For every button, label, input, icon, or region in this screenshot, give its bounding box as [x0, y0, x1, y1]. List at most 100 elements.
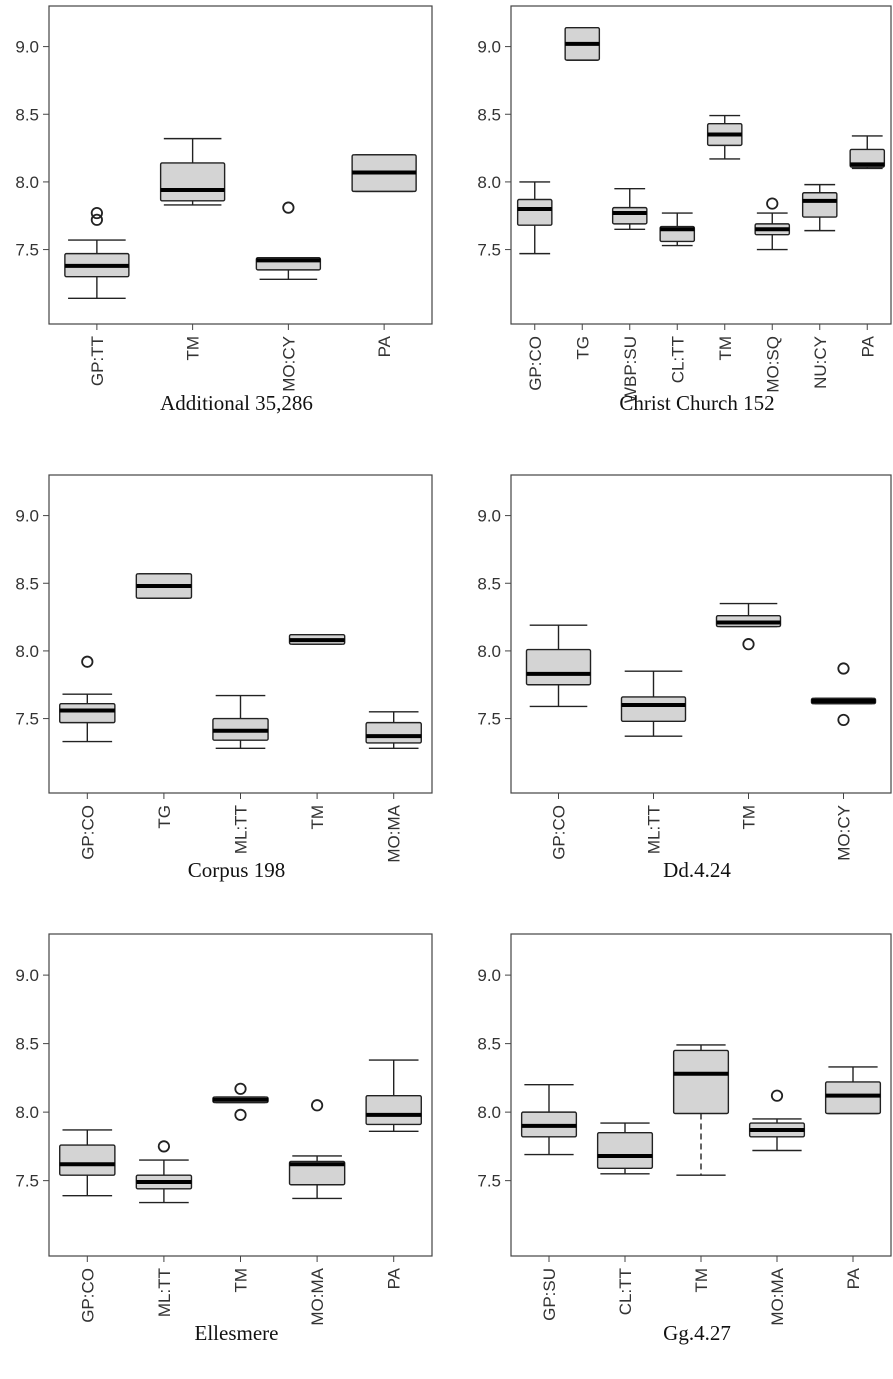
outlier-point [310, 1099, 324, 1112]
y-tick-label: 8.0 [15, 1103, 39, 1122]
y-tick-label: 9.0 [15, 38, 39, 57]
y-tick-label: 7.5 [15, 241, 39, 260]
panel-caption: Corpus 198 [188, 858, 285, 882]
panel-caption: Dd.4.24 [663, 858, 731, 882]
x-tick-label: TM [716, 336, 735, 361]
y-tick-label: 8.5 [15, 574, 39, 593]
box-wbp-su [611, 187, 648, 230]
box-gp-tt [64, 206, 130, 299]
box-iqr [801, 192, 838, 218]
outlier-point [837, 662, 850, 675]
box-iqr [159, 162, 226, 202]
box-pa [824, 1066, 882, 1115]
x-tick-label: GP:TT [88, 336, 107, 386]
y-tick-label: 9.0 [15, 507, 39, 526]
x-tick-label: GP:CO [526, 336, 545, 391]
x-tick-label: PA [375, 335, 394, 357]
box-tm [159, 137, 226, 206]
y-tick-label: 8.0 [477, 642, 501, 661]
box-gp-co [525, 624, 592, 708]
box-iqr [611, 206, 648, 225]
y-tick-label: 8.5 [15, 1035, 39, 1054]
box-iqr [365, 1094, 422, 1126]
box-tm [706, 114, 743, 160]
outlier-point [282, 201, 295, 214]
box-ml-tt [620, 670, 687, 737]
box-gp-co [59, 1129, 116, 1197]
panel-caption: Christ Church 152 [619, 391, 774, 415]
box-iqr [59, 702, 116, 724]
outlier-point [157, 1140, 170, 1153]
y-tick-label: 9.0 [477, 507, 501, 526]
y-tick-label: 7.5 [477, 710, 501, 729]
outlier-point [234, 1108, 247, 1121]
x-tick-label: PA [844, 1267, 863, 1289]
x-tick-label: MO:MA [385, 804, 404, 862]
box-cl-tt [596, 1122, 654, 1175]
box-tm [672, 1044, 730, 1176]
x-tick-label: WBP:SU [621, 336, 640, 403]
box-iqr [516, 198, 553, 226]
x-tick-label: PA [385, 1267, 404, 1289]
box-pa [351, 154, 417, 193]
panel-caption: Additional 35,286 [160, 391, 313, 415]
outlier-point [234, 1082, 247, 1095]
x-tick-label: TM [184, 336, 203, 361]
x-tick-label: TM [232, 1268, 251, 1293]
y-tick-label: 8.5 [477, 1035, 501, 1054]
box-tm [288, 633, 346, 645]
plot-frame [510, 5, 892, 325]
box-mo-sq [754, 197, 791, 251]
plot-frame [48, 5, 433, 325]
y-tick-label: 7.5 [477, 1172, 501, 1191]
box-tg [135, 573, 193, 599]
box-iqr [288, 1160, 346, 1186]
box-gp-co [516, 181, 553, 255]
plot-frame [510, 474, 892, 794]
y-tick-label: 8.0 [15, 642, 39, 661]
y-tick-label: 7.5 [15, 1172, 39, 1191]
box-iqr [59, 1144, 116, 1176]
box-iqr [620, 696, 687, 722]
x-tick-label: MO:SQ [763, 336, 782, 393]
outlier-point [766, 197, 779, 210]
box-iqr [596, 1131, 654, 1170]
outlier-point [90, 213, 103, 226]
y-tick-label: 7.5 [15, 710, 39, 729]
box-iqr [365, 721, 422, 744]
box-mo-cy [255, 201, 322, 281]
x-tick-label: GP:CO [550, 805, 569, 860]
x-tick-label: TM [692, 1268, 711, 1293]
y-tick-label: 8.5 [477, 574, 501, 593]
x-tick-label: CL:TT [616, 1268, 635, 1315]
x-tick-label: TM [740, 805, 759, 830]
chart-panel: 7.5 8.0 8.5 9.0 GP:SU CL:TT TM MO:MA PA Gg.4.27 [477, 933, 892, 1345]
x-tick-label: PA [858, 335, 877, 357]
y-tick-label: 9.0 [477, 966, 501, 985]
x-tick-label: GP:CO [78, 1268, 97, 1323]
box-tg [564, 26, 601, 61]
y-tick-label: 8.0 [477, 1103, 501, 1122]
x-tick-label: MO:CY [279, 336, 298, 392]
chart-panel: 7.5 8.0 8.5 9.0 GP:CO TG WBP:SU CL:TT TM MO:SQ NU:… [477, 5, 892, 415]
box-cl-tt [659, 212, 696, 247]
box-iqr [824, 1081, 882, 1115]
box-tm [212, 1082, 269, 1121]
box-ml-tt [135, 1140, 193, 1204]
box-gp-co [59, 655, 116, 743]
x-tick-label: NU:CY [811, 336, 830, 389]
x-tick-label: GP:SU [540, 1268, 559, 1321]
box-pa [849, 135, 886, 170]
outlier-point [837, 713, 850, 727]
panel-caption: Gg.4.27 [663, 1321, 731, 1345]
x-tick-label: MO:MA [308, 1267, 327, 1325]
outlier-point [770, 1089, 784, 1102]
x-tick-label: TM [308, 805, 327, 830]
box-mo-ma [288, 1099, 346, 1200]
x-tick-label: GP:CO [78, 805, 97, 860]
box-pa [365, 1059, 422, 1133]
box-ml-tt [212, 694, 269, 750]
chart-panel: 7.5 8.0 8.5 9.0 GP:CO TG ML:TT TM MO:MA Corpus 19… [15, 474, 433, 882]
box-iqr [672, 1049, 730, 1115]
